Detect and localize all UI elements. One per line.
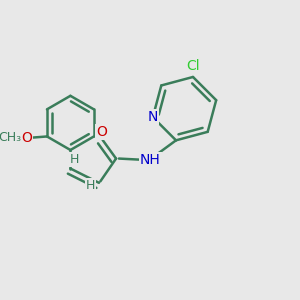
Text: O: O	[96, 125, 107, 139]
Text: N: N	[148, 110, 158, 124]
Text: NH: NH	[140, 153, 160, 167]
Text: H: H	[70, 153, 80, 166]
Text: H: H	[86, 179, 95, 192]
Text: Cl: Cl	[186, 58, 200, 73]
Text: O: O	[21, 131, 32, 145]
Text: CH₃: CH₃	[0, 131, 21, 144]
